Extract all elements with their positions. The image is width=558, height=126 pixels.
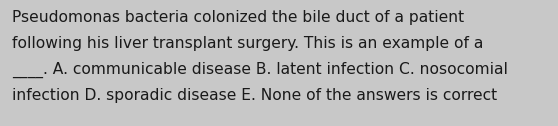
Text: infection D. sporadic disease E. None of the answers is correct: infection D. sporadic disease E. None of… xyxy=(12,88,497,103)
Text: Pseudomonas bacteria colonized the bile duct of a patient: Pseudomonas bacteria colonized the bile … xyxy=(12,10,464,25)
Text: ____. A. communicable disease B. latent infection C. nosocomial: ____. A. communicable disease B. latent … xyxy=(12,62,508,78)
Text: following his liver transplant surgery. This is an example of a: following his liver transplant surgery. … xyxy=(12,36,483,51)
